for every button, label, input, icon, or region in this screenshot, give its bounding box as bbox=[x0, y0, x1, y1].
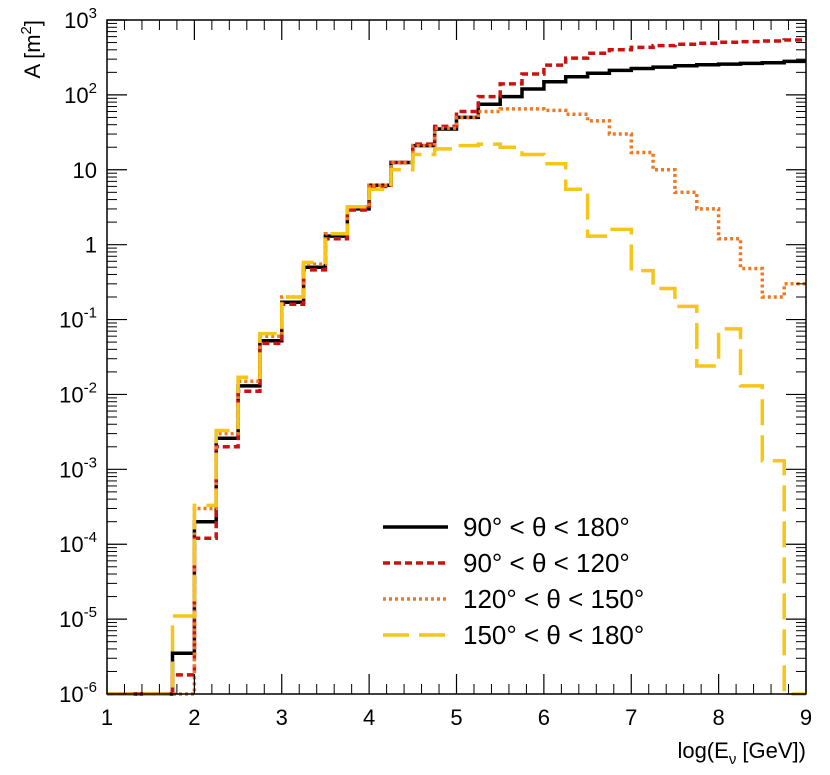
x-tick-label: 1 bbox=[101, 705, 113, 730]
x-tick-label: 4 bbox=[363, 705, 375, 730]
axes-group bbox=[106, 19, 807, 695]
series-line-1 bbox=[107, 59, 806, 696]
y-tick-label: 102 bbox=[64, 80, 97, 108]
legend-label-4: 150° < θ < 180° bbox=[463, 620, 644, 650]
series-line-2 bbox=[107, 38, 806, 696]
y-tick-label: 10-2 bbox=[59, 379, 97, 407]
series-group bbox=[107, 38, 806, 696]
x-tick-label: 5 bbox=[450, 705, 462, 730]
x-tick-label: 6 bbox=[538, 705, 550, 730]
y-tick-label: 10-4 bbox=[59, 529, 97, 557]
series-line-4 bbox=[107, 142, 806, 696]
legend-label-1: 90° < θ < 180° bbox=[463, 512, 630, 542]
series-line-3 bbox=[107, 107, 806, 696]
y-tick-label: 1 bbox=[85, 233, 97, 258]
y-axis-title: A [m2] bbox=[18, 20, 45, 78]
y-tick-label: 10-5 bbox=[59, 604, 97, 632]
x-tick-label: 8 bbox=[713, 705, 725, 730]
x-tick-label: 9 bbox=[800, 705, 812, 730]
y-tick-label: 10-3 bbox=[59, 454, 97, 482]
legend-label-3: 120° < θ < 150° bbox=[463, 584, 644, 614]
y-tick-label: 10-1 bbox=[59, 305, 97, 333]
legend: 90° < θ < 180° 90° < θ < 120° 120° < θ < 1… bbox=[383, 512, 644, 650]
y-tick-label: 103 bbox=[64, 5, 97, 33]
x-axis-title: log(Eν [GeV]) bbox=[677, 738, 806, 768]
y-tick-label: 10-6 bbox=[59, 679, 97, 707]
legend-label-2: 90° < θ < 120° bbox=[463, 548, 630, 578]
x-tick-label: 3 bbox=[276, 705, 288, 730]
x-tick-label: 7 bbox=[625, 705, 637, 730]
y-tick-label: 10 bbox=[73, 158, 97, 183]
x-tick-label: 2 bbox=[188, 705, 200, 730]
